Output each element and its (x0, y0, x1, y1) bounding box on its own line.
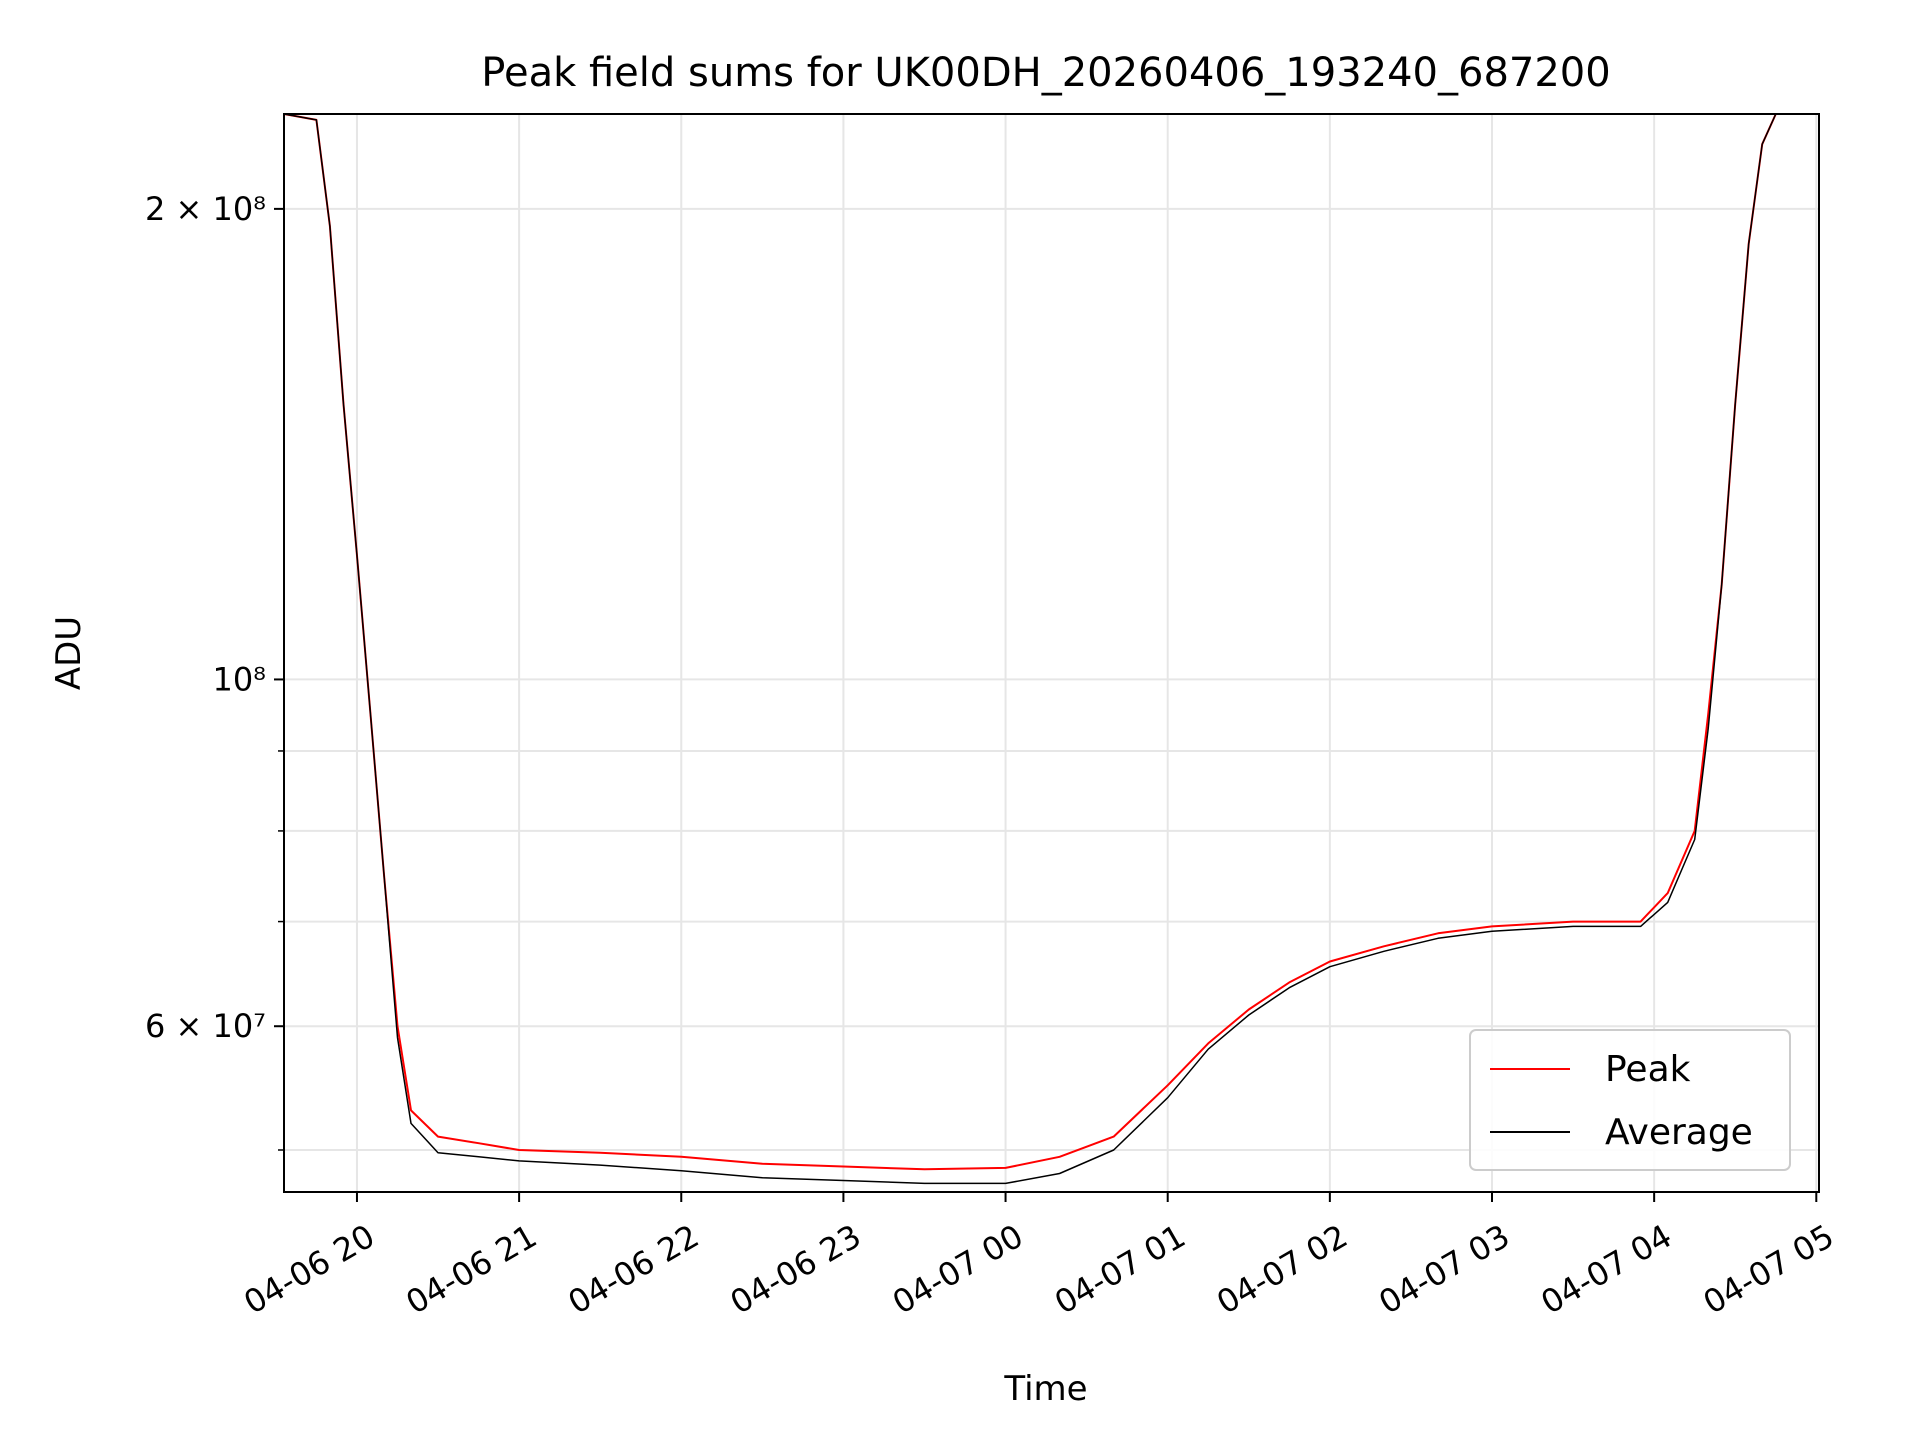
y-axis: 6 × 10⁷ 10⁸ 2 × 10⁸ (145, 190, 284, 1151)
series-line-average (283, 113, 1790, 1185)
y-tick-label: 10⁸ (212, 660, 266, 698)
legend-box (1469, 1029, 1791, 1171)
legend-label-peak: Peak (1605, 1049, 1691, 1090)
y-tick-label: 6 × 10⁷ (145, 1007, 266, 1045)
plot-frame (283, 113, 1820, 1193)
series-group (283, 113, 1790, 1185)
y-axis-label: ADU (49, 616, 89, 690)
legend: Peak Average (1469, 1029, 1791, 1171)
x-axis-label: Time (1003, 1369, 1087, 1409)
legend-label-average: Average (1605, 1112, 1753, 1153)
y-tick-label: 2 × 10⁸ (145, 190, 266, 228)
chart-title: Peak field sums for UK00DH_20260406_1932… (481, 50, 1610, 96)
